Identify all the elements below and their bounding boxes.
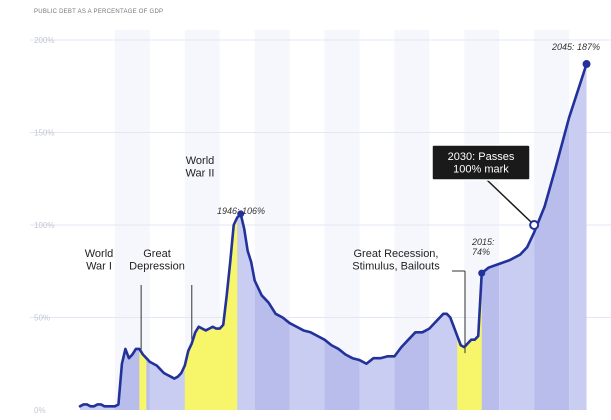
annotation-2015: 2015: 74% [471,237,495,257]
debt-line [78,62,588,408]
background-band [114,30,150,410]
series-line [78,62,588,408]
point-2030-marker [529,220,540,230]
callout-2030-box [431,144,531,181]
annotations: World War I Great Depression World War II 1946… [85,42,600,354]
point-2015-marker [478,269,486,277]
annotation-1946: 1946: 106% [217,206,265,216]
callout-2030-pointer [486,179,535,226]
y-tick-label: 150% [34,129,54,138]
annotation-depression: Great Depression [129,248,185,272]
area-segment [149,361,185,410]
area-segment [289,323,325,410]
y-tick-label: 0% [34,406,46,415]
y-tick-label: 50% [34,314,50,323]
highlight-range [184,217,238,410]
area-segment [394,328,430,410]
area-segment [429,313,465,410]
annotation-ww2: World War II [186,155,215,179]
area-segment [499,232,535,410]
area-segment [359,356,395,410]
area-segment [254,280,290,410]
y-tick-label: 100% [34,221,54,230]
annotation-recession: Great Recession, Stimulus, Bailouts [352,248,440,272]
point-2045-marker [582,60,591,69]
area-fill [80,64,587,411]
annotation-ww1: World War I [85,248,114,272]
y-tick-label: 200% [34,36,54,45]
highlight-range [457,273,482,410]
highlight-range [139,348,147,410]
y-axis-ticks: 0% 50% 100% 150% 200% [34,36,54,415]
annotation-2045: 2045: 187% [551,42,600,52]
area-segment [534,117,570,410]
chart-title: PUBLIC DEBT AS A PERCENTAGE OF GDP [34,9,164,15]
area-segment [569,64,587,411]
callout-2030-text: 2030: Passes 100% mark [448,151,515,175]
peak-1946-marker [237,210,245,218]
